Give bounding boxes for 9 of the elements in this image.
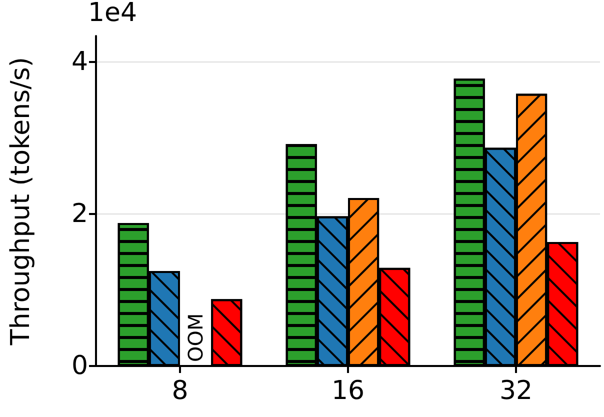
x-tick-label: 16 (331, 376, 365, 406)
y-tick-label: 2 (71, 198, 88, 229)
text: 1e4 (88, 0, 138, 28)
y-tick-label: 0 (71, 351, 88, 381)
x-tick-label: 32 (499, 376, 533, 406)
x-tick-label: 8 (172, 376, 188, 406)
y-tick-label: 4 (71, 46, 88, 77)
y-axis-title: Throughput (tokens/s) (6, 56, 36, 346)
annotation: OOM (184, 313, 208, 362)
